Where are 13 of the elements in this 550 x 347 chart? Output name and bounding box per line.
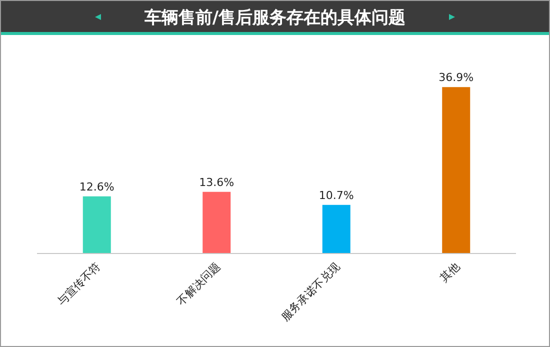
data-label: 10.7%	[318, 188, 354, 202]
x-tick-label: 服务承诺不兑现	[278, 260, 342, 324]
data-label: 12.6%	[79, 180, 114, 194]
data-label: 13.6%	[199, 176, 234, 189]
bar	[82, 196, 111, 253]
bar	[322, 204, 350, 253]
x-tick-label: 其他	[438, 260, 462, 285]
x-tick-label: 与宣传不符	[54, 260, 103, 308]
bar	[442, 87, 470, 253]
x-tick-label: 不解决问题	[174, 260, 223, 308]
data-label: 36.9%	[438, 71, 474, 84]
bar	[202, 192, 231, 253]
chart-title: 车辆售前/售后服务存在的具体问题	[143, 8, 406, 28]
